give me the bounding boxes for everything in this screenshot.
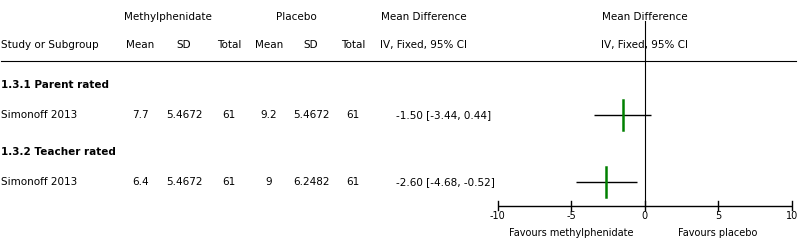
Text: Mean Difference: Mean Difference <box>381 11 466 21</box>
Text: 61: 61 <box>346 110 360 120</box>
Text: 0: 0 <box>642 211 648 221</box>
Text: 5.4672: 5.4672 <box>293 110 330 120</box>
Text: Simonoff 2013: Simonoff 2013 <box>2 110 78 120</box>
Text: 5: 5 <box>715 211 722 221</box>
Text: SD: SD <box>177 40 191 50</box>
Text: IV, Fixed, 95% CI: IV, Fixed, 95% CI <box>381 40 467 50</box>
Text: 61: 61 <box>222 110 236 120</box>
Text: 61: 61 <box>346 177 360 187</box>
Text: Placebo: Placebo <box>277 11 318 21</box>
Text: Study or Subgroup: Study or Subgroup <box>2 40 99 50</box>
Text: 1.3.2 Teacher rated: 1.3.2 Teacher rated <box>2 147 116 157</box>
Text: -2.60 [-4.68, -0.52]: -2.60 [-4.68, -0.52] <box>396 177 495 187</box>
Text: 6.4: 6.4 <box>132 177 149 187</box>
Text: -1.50 [-3.44, 0.44]: -1.50 [-3.44, 0.44] <box>396 110 491 120</box>
Text: 6.2482: 6.2482 <box>293 177 330 187</box>
Text: Methylphenidate: Methylphenidate <box>124 11 212 21</box>
Text: 9: 9 <box>266 177 272 187</box>
Text: Mean: Mean <box>255 40 283 50</box>
Text: 10: 10 <box>786 211 798 221</box>
Text: IV, Fixed, 95% CI: IV, Fixed, 95% CI <box>601 40 688 50</box>
Text: 5.4672: 5.4672 <box>166 177 202 187</box>
Text: Total: Total <box>341 40 366 50</box>
Text: 5.4672: 5.4672 <box>166 110 202 120</box>
Text: 61: 61 <box>222 177 236 187</box>
Text: 1.3.1 Parent rated: 1.3.1 Parent rated <box>2 79 110 89</box>
Text: Favours placebo: Favours placebo <box>678 228 758 238</box>
Text: Simonoff 2013: Simonoff 2013 <box>2 177 78 187</box>
Text: -5: -5 <box>566 211 576 221</box>
Text: Mean Difference: Mean Difference <box>602 11 687 21</box>
Text: Favours methylphenidate: Favours methylphenidate <box>509 228 634 238</box>
Text: SD: SD <box>304 40 318 50</box>
Text: 7.7: 7.7 <box>132 110 149 120</box>
Text: Total: Total <box>217 40 242 50</box>
Text: -10: -10 <box>490 211 506 221</box>
Text: Mean: Mean <box>126 40 154 50</box>
Text: 9.2: 9.2 <box>261 110 278 120</box>
